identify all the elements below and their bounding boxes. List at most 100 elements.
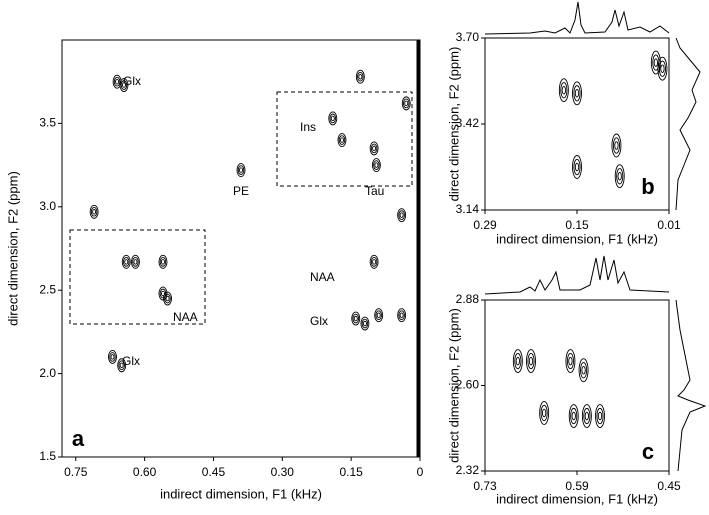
contour-peak (369, 254, 379, 269)
contour-peak (109, 352, 116, 362)
contour-peak (375, 310, 382, 321)
contour-peak (374, 162, 379, 168)
contour-peak (339, 137, 344, 143)
contour-peak (159, 256, 167, 267)
annotation: Glx (310, 314, 328, 328)
x-tick-label: 0.45 (657, 479, 681, 493)
contour-peak (370, 143, 378, 154)
contour-peak (357, 71, 364, 82)
contour-peak (565, 349, 576, 374)
contour-peak (115, 78, 120, 85)
contour-peak (611, 133, 622, 158)
panel-label: c (642, 439, 654, 464)
contour-peak (398, 210, 405, 220)
contour-peak (337, 133, 347, 148)
y-tick-label: 2.60 (456, 378, 480, 392)
contour-peak (119, 78, 129, 92)
contour-peak (653, 58, 659, 67)
x-tick-label: 0.15 (565, 218, 589, 232)
contour-peak (660, 64, 665, 73)
annotation: PE (233, 184, 249, 198)
contour-peak (515, 356, 521, 366)
contour-peak (568, 356, 573, 366)
contour-peak (568, 404, 579, 428)
annotation: NAA (310, 270, 335, 284)
contour-peak (512, 349, 523, 374)
contour-peak (572, 81, 582, 106)
contour-peak (658, 60, 666, 77)
contour-peak (374, 308, 384, 323)
contour-peak (362, 320, 367, 327)
contour-peak (92, 209, 97, 215)
contour-peak (121, 254, 131, 269)
contour-peak (541, 408, 547, 418)
contour-peak (397, 308, 407, 323)
y-tick-label: 1.5 (39, 449, 56, 463)
y-axis-label: direct dimension, F2 (ppm) (5, 171, 20, 326)
contour-peak (581, 365, 586, 375)
contour-peak (372, 259, 377, 265)
x-tick-label: 0.45 (202, 465, 226, 479)
contour-peak (119, 362, 124, 369)
annotation: Glx (122, 354, 140, 368)
contour-peak (236, 163, 246, 178)
contour-peak (583, 407, 591, 425)
contour-peak (110, 354, 115, 360)
projection-side-b (675, 37, 701, 211)
contour-peak (399, 212, 404, 218)
contour-peak (539, 401, 550, 425)
contour-peak (614, 164, 625, 189)
contour-peak (372, 145, 377, 152)
x-tick-label: 0.59 (565, 479, 589, 493)
contour-peak (352, 313, 359, 324)
contour-peak (237, 165, 245, 175)
contour-peak (514, 352, 522, 370)
contour-peak (616, 168, 624, 185)
contour-peak (376, 312, 381, 318)
contour-peak (113, 76, 121, 87)
x-axis-label: indirect dimension, F1 (kHz) (496, 231, 658, 246)
contour-peak (572, 155, 582, 179)
zoom-box-b (276, 91, 413, 187)
contour-peak (584, 411, 590, 421)
contour-peak (158, 254, 168, 269)
contour-peak (118, 360, 125, 371)
x-tick-label: 0.75 (64, 465, 88, 479)
contour-peak (369, 141, 379, 156)
y-tick-label: 3.70 (456, 30, 480, 44)
y-tick-label: 2.5 (39, 282, 56, 296)
contour-peak (163, 291, 173, 306)
contour-peak (353, 315, 358, 322)
x-axis-label: indirect dimension, F1 (kHz) (160, 486, 322, 501)
contour-peak (527, 352, 535, 370)
contour-peak (108, 349, 117, 364)
y-axis-label: direct dimension, F2 (ppm) (446, 47, 461, 202)
contour-peak (124, 259, 129, 265)
contour-peak (338, 135, 346, 145)
contour-peak (596, 407, 604, 425)
projection-side-c (675, 299, 707, 472)
x-tick-label: 0.60 (133, 465, 157, 479)
contour-peak (540, 404, 548, 422)
contour-peak (574, 162, 580, 172)
contour-peak (360, 316, 370, 331)
y-tick-label: 3.14 (456, 202, 480, 216)
contour-peak (578, 358, 589, 383)
contour-peak (123, 256, 130, 267)
contour-peak (580, 362, 588, 379)
y-tick-label: 2.88 (456, 292, 480, 306)
contour-peak (370, 256, 378, 267)
y-tick-label: 3.42 (456, 116, 480, 130)
annotation: NAA (173, 310, 198, 324)
contour-peak (89, 204, 99, 219)
contour-peak (560, 82, 568, 99)
contour-peak (358, 73, 363, 80)
contour-peak (112, 74, 122, 89)
contour-peak (595, 404, 605, 428)
contour-peak (133, 259, 138, 265)
panel-label: b (641, 174, 654, 199)
y-tick-label: 2.32 (456, 463, 480, 477)
x-tick-label: 0.30 (271, 465, 295, 479)
contour-peak (397, 208, 407, 223)
